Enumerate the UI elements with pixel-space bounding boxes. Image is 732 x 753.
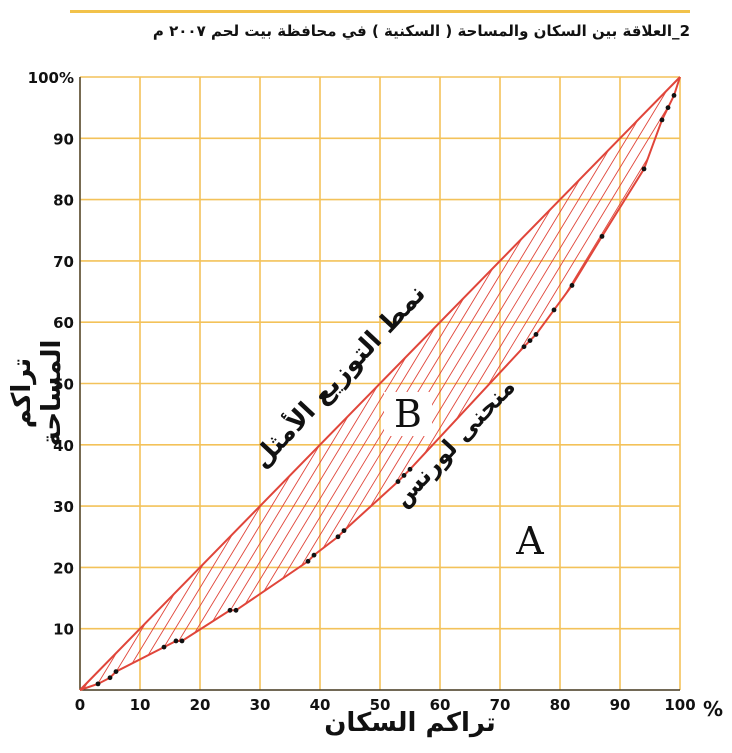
tick-labels: 0 10 20 30 40 50 60 70 80 90 100 10 20 30 40 50 60 70 80 90… <box>28 69 696 714</box>
data-points <box>95 92 677 687</box>
data-point <box>569 283 575 288</box>
hatch-line <box>721 77 732 690</box>
hatch-line <box>688 77 732 690</box>
chart-title: 2_العلاقة بين السكان والمساحة ( السكنية … <box>152 22 690 40</box>
data-point <box>665 105 671 111</box>
data-point <box>311 552 317 558</box>
data-point <box>95 681 101 687</box>
hatch-line <box>699 77 732 690</box>
x-tick-label: 0 <box>75 696 85 714</box>
data-point <box>113 669 119 675</box>
data-point <box>521 344 527 350</box>
y-tick-label: 100% <box>28 69 74 87</box>
y-tick-label: 80 <box>53 192 74 210</box>
x-axis-label: تراكم السكان <box>324 708 496 738</box>
region-a-label: A <box>515 519 544 563</box>
y-tick-label: 60 <box>53 314 74 332</box>
y-tick-label: 40 <box>53 437 74 455</box>
y-tick-label: 50 <box>53 376 74 394</box>
data-point <box>659 117 665 123</box>
region-b-label: B <box>394 392 422 436</box>
data-point <box>107 675 113 681</box>
data-point <box>179 638 185 644</box>
x-tick-label: 30 <box>250 696 271 714</box>
x-tick-label: 100 <box>664 696 695 714</box>
data-point <box>335 534 341 540</box>
x-tick-label: 10 <box>130 696 151 714</box>
hatch-line <box>0 77 4 690</box>
y-axis-label: تراكم المساحة <box>7 339 67 447</box>
data-point <box>161 644 167 650</box>
data-point <box>533 332 539 337</box>
data-point <box>599 233 605 239</box>
data-point <box>305 558 311 564</box>
data-point <box>551 307 557 313</box>
hatch-line <box>676 77 680 690</box>
data-point <box>401 473 407 478</box>
data-point <box>641 166 647 172</box>
y-tick-label: 20 <box>53 559 74 577</box>
hatch-line <box>710 77 732 690</box>
data-point <box>341 528 347 534</box>
data-point <box>671 92 677 98</box>
data-point <box>233 607 239 613</box>
data-point <box>407 466 413 472</box>
y-tick-label: 30 <box>53 498 74 516</box>
x-unit-label: % <box>703 697 723 721</box>
y-tick-label: 10 <box>53 621 74 639</box>
top-rule <box>70 10 690 13</box>
x-tick-label: 60 <box>430 696 451 714</box>
y-tick-label: 70 <box>53 253 74 271</box>
x-tick-label: 20 <box>190 696 211 714</box>
y-tick-label: 90 <box>53 130 74 148</box>
x-tick-label: 40 <box>310 696 331 714</box>
equality-line <box>79 76 681 691</box>
x-tick-label: 50 <box>370 696 391 714</box>
data-point <box>395 479 401 484</box>
data-point <box>173 638 179 644</box>
x-tick-label: 70 <box>490 696 511 714</box>
x-tick-label: 80 <box>550 696 571 714</box>
x-tick-label: 90 <box>610 696 631 714</box>
data-point <box>527 338 533 343</box>
data-point <box>227 607 233 613</box>
label-b-background <box>384 392 432 436</box>
